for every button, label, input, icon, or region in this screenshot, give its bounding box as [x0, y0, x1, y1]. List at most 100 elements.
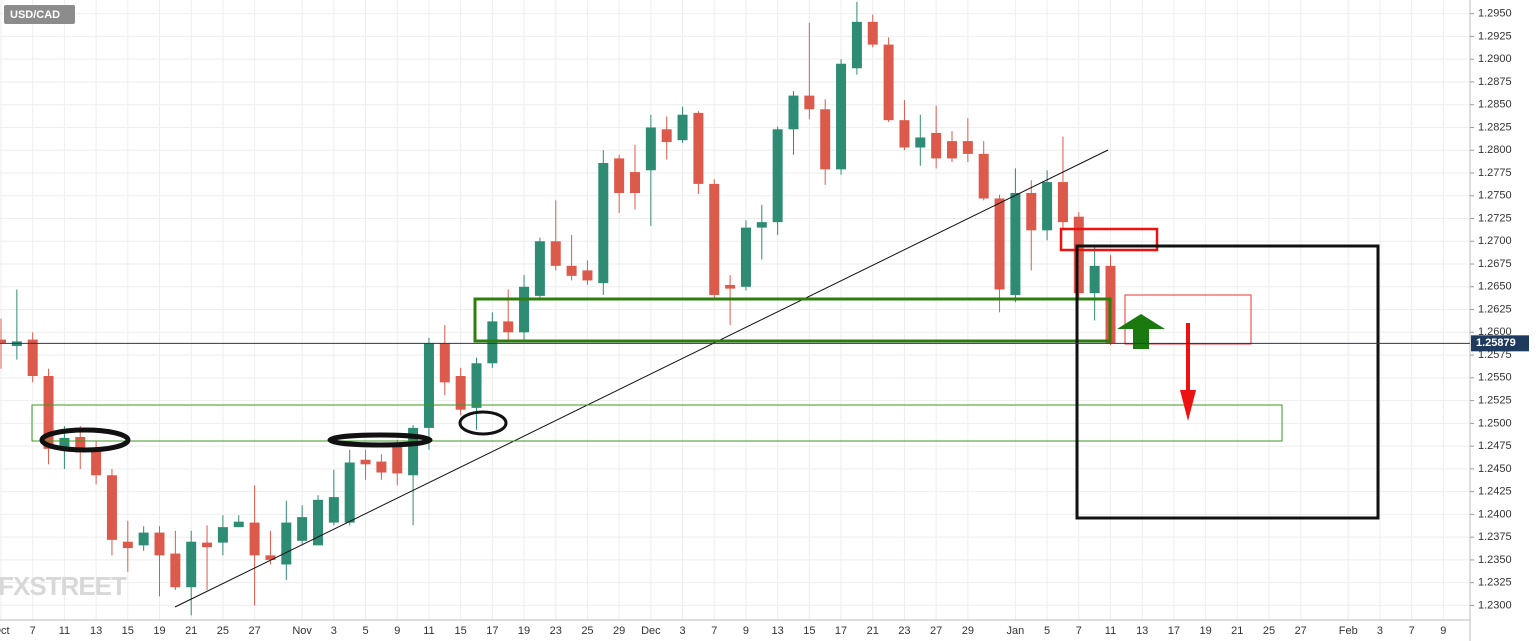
candle-body: [788, 95, 799, 130]
x-tick-label: 21: [867, 625, 879, 637]
candle-body: [91, 450, 102, 476]
candle-body: [0, 339, 6, 344]
y-tick-label: 1.2475: [1478, 440, 1512, 452]
candle-body: [534, 241, 545, 296]
x-tick-label: 7: [711, 625, 717, 637]
x-tick-label: 11: [1105, 625, 1116, 637]
candle-body: [867, 21, 878, 45]
y-tick-label: 1.2550: [1478, 372, 1512, 384]
x-tick-label: Oct: [0, 625, 10, 637]
x-tick-label: 15: [455, 625, 467, 637]
y-tick-label: 1.2375: [1478, 531, 1512, 543]
candle-body: [1057, 182, 1068, 223]
x-tick-label: 17: [1168, 625, 1180, 637]
candle-body: [503, 321, 514, 333]
y-tick-label: 1.2400: [1478, 508, 1512, 520]
candle-body: [740, 227, 751, 287]
candle-body: [709, 183, 720, 295]
ellipse: [327, 432, 433, 448]
candle-body: [202, 542, 213, 548]
x-tick-label: 7: [30, 625, 36, 637]
candle-body: [804, 95, 815, 110]
candle-body: [725, 284, 736, 289]
y-tick-label: 1.2650: [1478, 281, 1512, 293]
x-tick-label: 21: [1231, 625, 1243, 637]
y-tick-label: 1.2900: [1478, 53, 1512, 65]
y-tick-label: 1.2925: [1478, 30, 1512, 42]
candle-body: [836, 63, 847, 170]
x-tick-label: 29: [613, 625, 625, 637]
candle-body: [962, 141, 973, 154]
x-tick-label: 3: [331, 625, 337, 637]
candle-body: [756, 222, 767, 228]
candle-body: [1010, 193, 1021, 295]
y-tick-label: 1.2625: [1478, 303, 1512, 315]
candle-body: [233, 521, 244, 528]
candle-body: [154, 532, 165, 556]
candle-body: [645, 127, 656, 171]
annotations: [31, 149, 1380, 608]
down-arrow-head: [1180, 390, 1196, 421]
candle-body: [1073, 216, 1084, 294]
candle-body: [550, 241, 561, 266]
watermark: FXSTREET: [0, 571, 127, 601]
x-tick-label: 9: [743, 625, 749, 637]
candle-body: [994, 198, 1005, 290]
y-tick-label: 1.2500: [1478, 417, 1512, 429]
x-tick-label: Nov: [292, 625, 312, 637]
candle-body: [170, 553, 181, 588]
candle-body: [931, 132, 942, 159]
x-tick-label: 19: [153, 625, 165, 637]
candle-body: [915, 137, 926, 148]
x-tick-label: 13: [90, 625, 102, 637]
y-tick-label: 1.2700: [1478, 235, 1512, 247]
x-tick-label: 23: [898, 625, 910, 637]
candle-body: [328, 497, 339, 523]
candle-body: [439, 343, 450, 383]
support-zone: [473, 297, 1112, 343]
candle-body: [899, 120, 910, 148]
candle-body: [27, 339, 38, 377]
y-tick-label: 1.2575: [1478, 349, 1512, 361]
x-tick-label: 13: [1136, 625, 1148, 637]
candle-body: [392, 445, 403, 474]
y-tick-label: 1.2600: [1478, 326, 1512, 338]
x-tick-label: 3: [1377, 625, 1383, 637]
x-tick-label: 27: [1295, 625, 1307, 637]
candle-body: [423, 343, 434, 428]
candle-body: [598, 162, 609, 284]
y-tick-label: 1.2850: [1478, 99, 1512, 111]
x-tick-label: 23: [550, 625, 562, 637]
x-tick-label: 9: [1440, 625, 1446, 637]
y-tick-label: 1.2725: [1478, 212, 1512, 224]
candle-body: [677, 114, 688, 141]
x-tick-label: Feb: [1339, 625, 1358, 637]
candle-body: [376, 461, 387, 473]
y-tick-label: 1.2800: [1478, 144, 1512, 156]
candle-body: [122, 541, 133, 549]
candle-body: [820, 109, 831, 170]
x-tick-label: 13: [772, 625, 784, 637]
x-tick-label: Jan: [1007, 625, 1025, 637]
candle-body: [978, 153, 989, 199]
y-tick-label: 1.2775: [1478, 167, 1512, 179]
x-tick-label: 9: [394, 625, 400, 637]
candle-body: [344, 462, 355, 523]
candle-body: [693, 112, 704, 184]
x-tick-label: 19: [1199, 625, 1211, 637]
candle-body: [471, 363, 482, 408]
x-tick-label: 5: [362, 625, 368, 637]
candle-body: [313, 499, 323, 546]
candle-body: [265, 555, 276, 560]
x-tick-label: 25: [581, 625, 593, 637]
ellipse: [458, 410, 508, 436]
symbol-badge: [4, 5, 75, 24]
candle-body: [630, 172, 640, 194]
x-tick-label: 27: [930, 625, 942, 637]
y-tick-label: 1.2300: [1478, 599, 1512, 611]
candle-body: [614, 158, 625, 194]
y-tick-label: 1.2950: [1478, 8, 1512, 20]
ellipse: [39, 427, 131, 453]
y-tick-label: 1.2325: [1478, 577, 1512, 589]
